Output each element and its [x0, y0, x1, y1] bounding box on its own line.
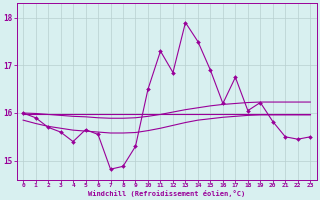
- X-axis label: Windchill (Refroidissement éolien,°C): Windchill (Refroidissement éolien,°C): [88, 190, 245, 197]
